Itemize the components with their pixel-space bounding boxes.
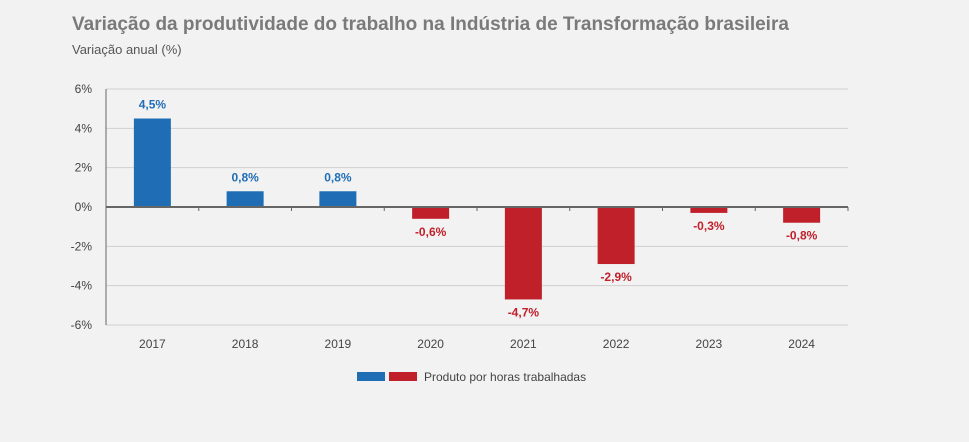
x-tick-label: 2022 [603, 337, 630, 351]
data-label: -0,6% [415, 225, 447, 239]
bar [226, 191, 264, 207]
y-tick-label: -2% [71, 239, 93, 253]
bar [597, 207, 635, 265]
data-label: -0,3% [693, 219, 725, 233]
chart-subtitle: Variação anual (%) [72, 42, 182, 57]
legend-swatch-negative [389, 372, 417, 381]
x-tick-label: 2021 [510, 337, 537, 351]
bar [504, 207, 542, 300]
x-tick-label: 2017 [139, 337, 166, 351]
y-tick-label: 0% [75, 200, 93, 214]
data-label: 4,5% [139, 98, 167, 112]
x-tick-label: 2023 [696, 337, 723, 351]
bar [412, 207, 450, 219]
data-label: 0,8% [231, 170, 259, 184]
legend-label: Produto por horas trabalhadas [424, 370, 586, 384]
data-label: -0,8% [786, 229, 818, 243]
bar [319, 191, 357, 207]
y-tick-label: 4% [75, 121, 93, 135]
y-tick-label: -4% [71, 279, 93, 293]
legend-swatch-positive [357, 372, 385, 381]
y-tick-label: 6% [75, 82, 93, 96]
x-tick-label: 2024 [788, 337, 815, 351]
x-tick-label: 2019 [325, 337, 352, 351]
y-tick-label: -6% [71, 318, 93, 332]
chart-title: Variação da produtividade do trabalho na… [72, 14, 789, 35]
bar [783, 207, 821, 223]
data-label: -4,7% [508, 305, 540, 319]
bar [690, 207, 728, 213]
y-tick-label: 2% [75, 161, 93, 175]
bar [133, 118, 171, 207]
data-label: -2,9% [600, 270, 632, 284]
data-label: 0,8% [324, 170, 352, 184]
x-tick-label: 2018 [232, 337, 259, 351]
x-tick-label: 2020 [417, 337, 444, 351]
